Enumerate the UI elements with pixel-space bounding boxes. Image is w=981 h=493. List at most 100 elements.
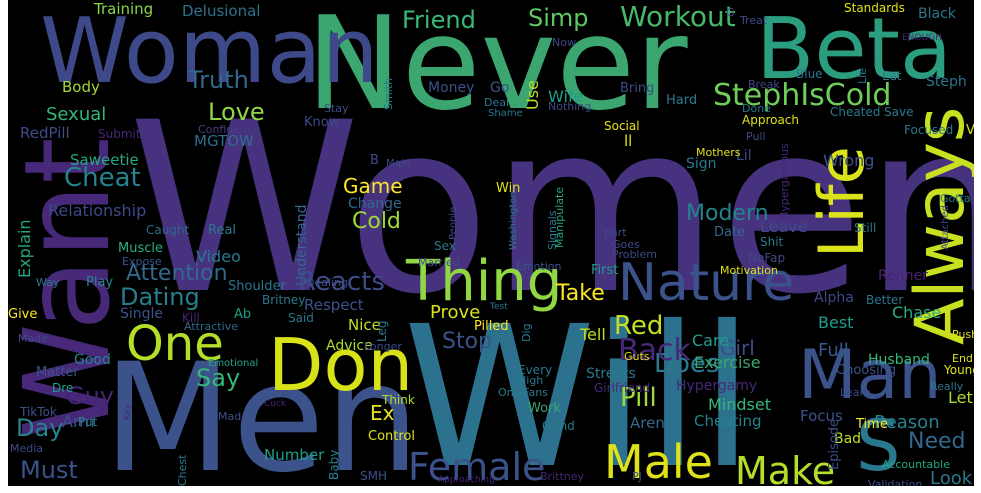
cloud-word-friend: Friend <box>402 6 476 34</box>
cloud-word-reason: Reason <box>874 412 940 433</box>
cloud-word-back: Back <box>618 333 691 368</box>
cloud-word-attached: Attached <box>940 205 951 250</box>
cloud-word-ll: ll <box>624 132 632 150</box>
cloud-word-pilled: Pilled <box>474 319 509 334</box>
cloud-word-workout: Workout <box>620 0 736 33</box>
cloud-word-change: Change <box>348 196 402 212</box>
cloud-word-kill: Kill <box>182 311 200 325</box>
cloud-word-want: Want <box>8 138 136 441</box>
cloud-word-signals: Signals <box>546 210 559 250</box>
cloud-word-treat: Treat <box>739 14 768 27</box>
cloud-word-look: Look <box>930 468 973 486</box>
cloud-word-time: Time <box>855 417 888 432</box>
cloud-word-need: Need <box>908 429 966 454</box>
cloud-word-life: Life <box>805 146 878 258</box>
cloud-word-social: Social <box>604 119 640 133</box>
cloud-word-must: Must <box>20 456 78 484</box>
cloud-word-hypergamy: Hypergamy <box>676 378 757 394</box>
cloud-word-mindset: Mindset <box>708 395 771 414</box>
cloud-word-save: Save <box>884 105 913 119</box>
cloud-word-money: Money <box>428 80 474 96</box>
cloud-word-main: Main <box>386 158 410 169</box>
cloud-word-number: Number <box>264 446 325 464</box>
cloud-word-love: Love <box>208 98 265 126</box>
cloud-word-chase: Chase <box>892 303 941 322</box>
cloud-word-go: Go <box>490 80 509 96</box>
cloud-word-guy: Guy <box>66 382 114 410</box>
cloud-word-key: Key <box>123 403 133 420</box>
cloud-word-pull: Pull <box>746 130 766 143</box>
cloud-word-wrong: Wrong <box>823 151 874 170</box>
cloud-word-emotional: Emotional <box>208 358 258 369</box>
cloud-word-know: Know <box>304 115 340 130</box>
cloud-word-red: Red <box>614 311 663 341</box>
cloud-word-control: Control <box>368 429 415 444</box>
cloud-word-every: Every <box>518 363 552 377</box>
cloud-word-grind: Grind <box>542 419 575 433</box>
cloud-word-cheated: Cheated <box>830 105 880 119</box>
cloud-word-learn: Learn <box>840 386 871 399</box>
cloud-word-good: Good <box>74 352 111 368</box>
cloud-word-dealing: Dealing <box>306 276 348 289</box>
cloud-word-arm: Arm <box>62 412 95 431</box>
cloud-word-cold: Cold <box>352 209 401 234</box>
cloud-word-shit: Shit <box>760 235 784 249</box>
cloud-word-break: Break <box>748 78 780 91</box>
cloud-word-really: Really <box>930 380 964 393</box>
cloud-word-smith: Smith <box>382 78 395 110</box>
cloud-word-real: Real <box>208 223 236 238</box>
cloud-word-thing: Thing <box>405 249 562 314</box>
cloud-word-date: Date <box>714 225 745 240</box>
cloud-word-cuck: Cuck <box>264 399 287 409</box>
cloud-word-first: First <box>591 263 618 278</box>
cloud-word-washington: Washington <box>508 191 519 250</box>
cloud-word-work: Work <box>528 401 561 416</box>
cloud-word-steph: Steph <box>926 74 967 90</box>
cloud-word-hypergamous: Hypergamous <box>778 143 791 220</box>
cloud-word-brittney: Brittney <box>540 470 584 483</box>
cloud-word-respect: Respect <box>304 296 364 314</box>
cloud-word-validation: Validation <box>868 478 922 486</box>
cloud-word-alpha: Alpha <box>814 290 854 306</box>
cloud-word-better: Better <box>866 293 903 307</box>
cloud-word-goes: Goes <box>612 238 640 251</box>
cloud-word-smh: SMH <box>360 469 387 483</box>
cloud-word-man: Man <box>798 336 941 415</box>
cloud-word-take: Take <box>555 281 605 306</box>
cloud-word-test: Test <box>489 302 508 312</box>
cloud-word-wife: Wife <box>548 87 583 106</box>
cloud-word-s: S <box>856 405 900 486</box>
cloud-word-dig: Dig <box>520 323 533 342</box>
cloud-word-leg: Leg <box>375 321 389 342</box>
cloud-word-body: Body <box>62 78 100 96</box>
cloud-word-accountable: Accountable <box>882 458 950 471</box>
cloud-word-use: Use <box>523 80 542 110</box>
cloud-word-bad: Bad <box>834 431 861 447</box>
cloud-word-emotion: Emotion <box>516 260 561 273</box>
cloud-word-say: Say <box>196 364 240 392</box>
cloud-word-put: Put <box>78 415 98 429</box>
cloud-word-female: Female <box>408 445 545 486</box>
cloud-word-give: Give <box>8 307 37 322</box>
cloud-word-pj: PJ <box>632 470 642 483</box>
cloud-word-expose: Expose <box>122 255 162 268</box>
cloud-word-way: Way <box>36 276 60 289</box>
cloud-word-sex: Sex <box>434 239 456 253</box>
cloud-word-streets: Streets <box>586 366 636 382</box>
cloud-word-exercise: Exercise <box>694 353 761 372</box>
cloud-word-guts: Guts <box>624 350 650 363</box>
cloud-word-mothers: Mothers <box>696 146 741 159</box>
cloud-word-part: part <box>604 226 627 239</box>
cloud-word-muscle: Muscle <box>118 241 163 256</box>
cloud-word-onlyfans: OnlyFans <box>498 386 548 399</box>
cloud-word-still: Still <box>854 221 876 235</box>
cloud-word-chest: Chest <box>176 454 189 486</box>
cloud-word-media: Media <box>10 442 43 455</box>
cloud-word-pill: Pill <box>620 383 657 413</box>
cloud-word-mgtow: MGTOW <box>194 132 254 150</box>
cloud-word-game: Game <box>343 174 403 198</box>
cloud-word-let: Let <box>948 388 973 407</box>
cloud-word-play: Play <box>86 275 113 290</box>
